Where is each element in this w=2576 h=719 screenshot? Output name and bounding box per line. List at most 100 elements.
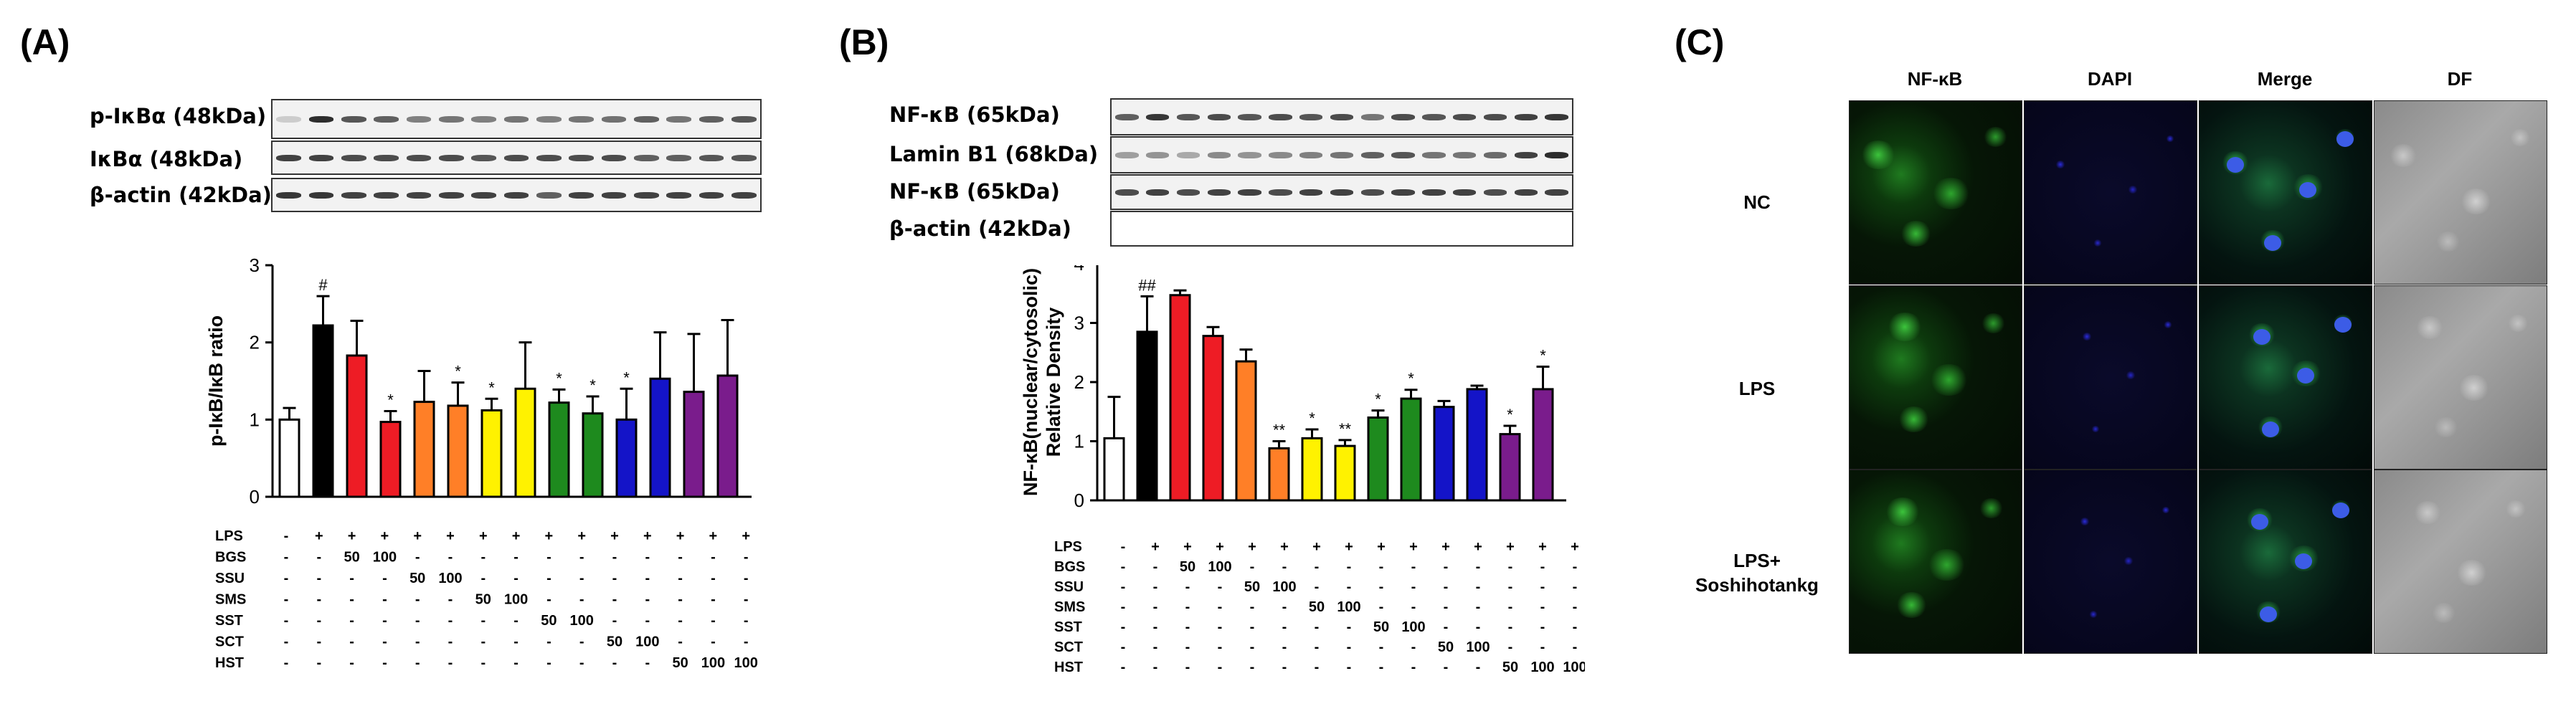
blot-band (1330, 152, 1354, 158)
treatment-cell: + (709, 528, 718, 544)
nucleus (2260, 606, 2277, 622)
blot-band (1360, 189, 1385, 196)
treatment-cell: - (1153, 599, 1158, 615)
treatment-cell: - (1573, 599, 1578, 615)
treatment-cell: 100 (734, 655, 758, 671)
treatment-cell: - (711, 634, 716, 650)
blot-band (1483, 189, 1507, 196)
treatment-cell: - (1347, 559, 1352, 575)
treatment-cell: + (446, 528, 455, 544)
cell-blob (2161, 506, 2170, 514)
blot-band (439, 192, 464, 199)
treatment-cell: - (678, 592, 683, 608)
cell-blob (2433, 417, 2458, 437)
blot-band (699, 116, 724, 123)
blot-band (1360, 152, 1385, 158)
blot-band (1238, 189, 1261, 196)
bar (1103, 437, 1125, 502)
bar (1169, 294, 1191, 502)
blot-a-total-strip (271, 141, 762, 175)
treatment-cell: - (744, 613, 749, 629)
treatment-cell: - (645, 613, 650, 629)
treatment-cell: - (1573, 639, 1578, 655)
blot-band (1514, 189, 1538, 196)
panel-c-label: (C) (1675, 22, 1725, 62)
blot-band (731, 116, 757, 123)
cell-blob (2091, 425, 2100, 433)
cell-blob (2082, 332, 2092, 341)
fluoro-image-df (2374, 470, 2547, 654)
blot-band (569, 116, 594, 123)
treatment-row-name: HST (215, 655, 244, 671)
treatment-cell: - (1508, 579, 1513, 595)
fluoro-image-df (2374, 100, 2547, 285)
treatment-cell: - (1444, 599, 1449, 615)
blot-band (406, 192, 432, 199)
blot-band (634, 116, 659, 123)
blot-band (308, 192, 334, 199)
treatment-cell: - (546, 655, 551, 671)
nucleus (2253, 328, 2270, 345)
treatment-cell: - (1218, 579, 1223, 595)
bar (1334, 444, 1356, 502)
treatment-cell: 100 (1563, 660, 1585, 675)
nucleus (2262, 421, 2279, 437)
bar (1466, 388, 1488, 502)
treatment-cell: - (579, 550, 584, 566)
blot-band (1176, 189, 1201, 196)
blot-band (374, 192, 399, 199)
cell-blob (2389, 144, 2418, 167)
cell-blob (1895, 591, 1928, 618)
treatment-cell: - (678, 634, 683, 650)
treatment-cell: - (1476, 660, 1481, 675)
treatment-cell: - (1379, 599, 1384, 615)
bar (582, 412, 604, 498)
blot-band (1299, 114, 1323, 120)
treatment-cell: - (448, 613, 453, 629)
treatment-row-name: SSU (1054, 579, 1084, 595)
blot-band (601, 116, 627, 123)
blot-b-label-nfkb-nuclear: NF-κB (65kDa) (889, 103, 1060, 127)
cell-blob (1928, 363, 1969, 396)
blot-band (634, 155, 659, 161)
treatment-cell: - (1347, 639, 1352, 655)
treatment-cell: + (1474, 539, 1482, 555)
cell-blob (2430, 602, 2456, 623)
blot-a-phospho-strip (271, 99, 762, 139)
blot-a-label-actin: β-actin (42kDa) (90, 183, 272, 207)
treatment-cell: - (448, 655, 453, 671)
blot-band (341, 155, 366, 161)
y-tick-label: 0 (250, 486, 260, 508)
treatment-cell: - (1282, 639, 1287, 655)
blot-band (1545, 114, 1568, 120)
nucleus (2334, 317, 2352, 333)
blot-band (308, 116, 334, 123)
treatment-cell: - (382, 634, 387, 650)
blot-band (666, 116, 691, 123)
panel-b-label: (B) (839, 22, 889, 62)
treatment-cell: - (744, 592, 749, 608)
treatment-cell: - (513, 613, 518, 629)
treatment-cell: - (1540, 619, 1545, 635)
blot-band (731, 192, 757, 199)
treatment-cell: - (1444, 660, 1449, 675)
bar (1532, 388, 1554, 502)
significance-mark: ** (1339, 420, 1352, 438)
treatment-cell: - (1347, 660, 1352, 675)
chart-b: 0 1 2 3 4 NF-κB(nuclear/cytosolic)Relative De… (1020, 265, 1566, 511)
treatment-table-a: LPS - + + + + + + + + + + + + + + BGS - - 50 100 - - - - - - - - - - - S… (215, 528, 758, 671)
treatment-cell: - (1153, 559, 1158, 575)
nucleus (2332, 502, 2349, 518)
treatment-cell: - (1250, 660, 1255, 675)
treatment-cell: - (1508, 619, 1513, 635)
treatment-cell: - (579, 571, 584, 586)
treatment-cell: - (284, 571, 289, 586)
treatment-cell: - (1250, 619, 1255, 635)
treatment-cell: - (284, 528, 289, 544)
blot-band (1360, 114, 1385, 120)
fluoro-image-nfkb (1849, 470, 2022, 654)
blot-band (374, 116, 399, 123)
blot-band (308, 155, 334, 161)
fluoro-image-dapi (2024, 100, 2197, 285)
treatment-cell: - (316, 655, 321, 671)
